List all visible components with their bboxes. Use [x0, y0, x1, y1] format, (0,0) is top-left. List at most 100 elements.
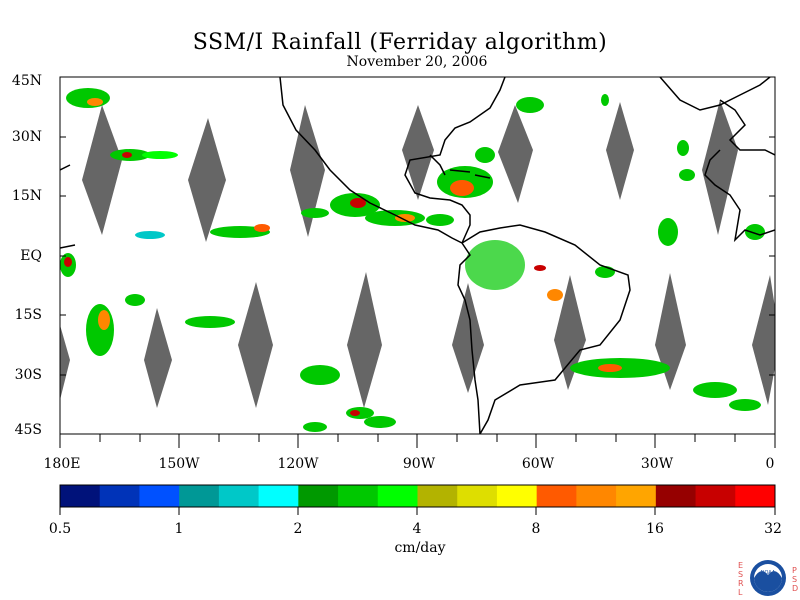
- rain-patch: [64, 257, 72, 267]
- rain-patch: [465, 240, 525, 290]
- colorbar-tick: 16: [646, 521, 664, 537]
- north-america-coast: [279, 77, 506, 244]
- rain-patch: [426, 214, 454, 226]
- gap-swath: [655, 273, 686, 390]
- west-pacific-coast: [60, 164, 76, 249]
- rain-patch: [122, 152, 132, 158]
- rain-patch: [86, 304, 114, 356]
- colorbar-swatch: [735, 485, 776, 507]
- colorbar-unit: cm/day: [394, 540, 446, 556]
- rain-patch: [87, 98, 103, 106]
- colorbar-swatch: [576, 485, 617, 507]
- map-title: SSM/I Rainfall (Ferriday algorithm): [192, 30, 608, 55]
- colorbar-tick: 8: [531, 521, 541, 537]
- rain-patch: [516, 97, 544, 113]
- lat-ticks: [60, 76, 775, 435]
- gap-swath: [188, 118, 226, 242]
- rain-patch: [547, 289, 563, 301]
- florida-coast: [429, 154, 446, 176]
- colorbar-swatch: [536, 485, 577, 507]
- rain-patch: [475, 147, 495, 163]
- lat-label-45n: 45N: [11, 73, 42, 89]
- lon-label-180e: 180E: [43, 456, 81, 472]
- colorbar-swatch: [655, 485, 697, 507]
- lat-label-15s: 15S: [14, 307, 42, 323]
- colorbar-swatch: [99, 485, 140, 507]
- lat-label-15n: 15N: [11, 188, 42, 204]
- gap-swath: [498, 105, 533, 203]
- colorbar-ticks: [59, 507, 776, 515]
- colorbar-tick: 2: [293, 521, 303, 537]
- colorbar-swatch: [218, 485, 260, 507]
- colorbar-swatch: [496, 485, 538, 507]
- rain-patch: [601, 94, 609, 106]
- lat-label-45s: 45S: [14, 422, 42, 438]
- colorbar-swatch: [417, 485, 458, 507]
- colorbar-swatch: [258, 485, 299, 507]
- rain-patch: [658, 218, 678, 246]
- colorbar-swatch: [139, 485, 180, 507]
- rain-patch: [66, 88, 110, 108]
- gap-swath: [82, 105, 122, 235]
- gap-swath: [144, 308, 172, 408]
- gap-swath: [347, 272, 382, 408]
- lat-label-eq: EQ: [20, 248, 42, 264]
- rain-patch: [142, 151, 178, 159]
- noaa-logo: NOAA: [750, 560, 786, 596]
- gap-swath: [60, 325, 70, 400]
- colorbar-swatch: [179, 485, 220, 507]
- colorbar-tick: 4: [412, 521, 422, 537]
- rain-patch: [185, 316, 235, 328]
- rain-patch: [679, 169, 695, 181]
- colorbar-swatch: [338, 485, 379, 507]
- lon-label-0: 0: [765, 456, 775, 472]
- rain-patch: [395, 214, 415, 222]
- south-america-coast: [457, 224, 631, 434]
- greenland-coast: [659, 77, 771, 111]
- rain-patch: [254, 224, 270, 232]
- rain-patch: [303, 422, 327, 432]
- rain-patch: [450, 180, 474, 196]
- lon-label-120w: 120W: [277, 456, 319, 472]
- rain-patch: [598, 364, 622, 372]
- rain-patch: [301, 208, 329, 218]
- lat-label-30s: 30S: [14, 367, 42, 383]
- gap-swath: [702, 100, 738, 235]
- lon-label-60w: 60W: [521, 456, 555, 472]
- gap-swath: [606, 102, 634, 200]
- europe-africa-coast: [704, 99, 775, 243]
- gap-swath: [238, 282, 273, 408]
- caribbean-coast: [449, 169, 491, 179]
- svg-text:NOAA: NOAA: [761, 570, 776, 576]
- rain-patch: [693, 382, 737, 398]
- colorbar-swatch: [695, 485, 736, 507]
- colorbar: [60, 485, 776, 507]
- map-date: November 20, 2006: [346, 54, 488, 70]
- gap-swath: [752, 275, 775, 405]
- rain-patch: [595, 266, 615, 278]
- gap-swath: [452, 283, 484, 393]
- colorbar-tick: 1: [174, 521, 184, 537]
- gap-swath: [554, 275, 586, 390]
- gap-swath: [290, 105, 325, 237]
- rainfall-patches: [60, 88, 765, 432]
- colorbar-swatch: [298, 485, 339, 507]
- colorbar-swatch: [616, 485, 657, 507]
- colorbar-swatch: [457, 485, 498, 507]
- rain-patch: [98, 310, 110, 330]
- colorbar-tick: 32: [764, 521, 782, 537]
- rain-patch: [300, 365, 340, 385]
- rain-patch: [677, 140, 689, 156]
- coastlines: [60, 77, 775, 434]
- rain-patch: [350, 198, 366, 208]
- lat-label-30n: 30N: [11, 129, 42, 145]
- rain-patch: [729, 399, 761, 411]
- colorbar-tick: 0.5: [48, 521, 72, 537]
- rain-patch: [534, 265, 546, 271]
- rain-patch: [350, 410, 360, 416]
- rain-patch: [364, 416, 396, 428]
- rain-patch: [745, 224, 765, 240]
